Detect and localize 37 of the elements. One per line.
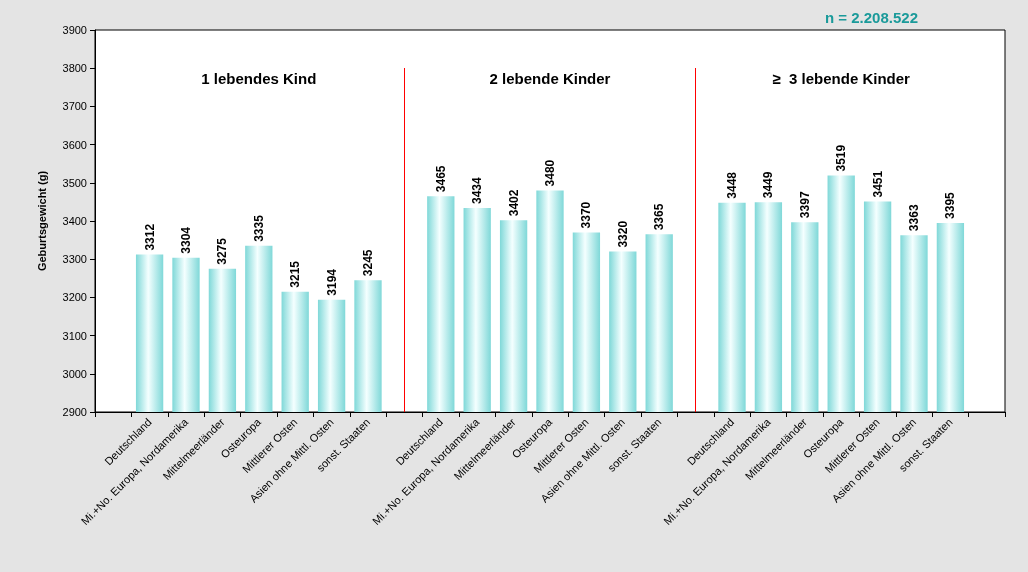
annotation: 1 lebendes Kind — [201, 69, 317, 87]
data-label: 3275 — [215, 237, 230, 265]
data-label: 3519 — [834, 144, 849, 172]
annotation: 2 lebende Kinder — [489, 69, 611, 87]
data-label: 3215 — [288, 260, 303, 288]
data-label: 3434 — [470, 176, 485, 205]
data-label: 3397 — [797, 191, 812, 219]
y-tick-label: 3600 — [62, 138, 87, 151]
data-label: 3335 — [251, 214, 266, 242]
y-tick-label: 3200 — [62, 291, 87, 304]
y-tick-label: 3700 — [62, 100, 87, 113]
y-tick-label: 3400 — [62, 215, 87, 227]
data-label: 3365 — [652, 203, 667, 231]
y-tick-label: 3000 — [62, 367, 87, 380]
data-label: 3402 — [506, 189, 521, 217]
data-label: 3449 — [761, 171, 776, 199]
data-label: 3304 — [179, 226, 193, 254]
data-label: 3363 — [907, 204, 921, 232]
y-tick-label: 3300 — [62, 253, 87, 266]
data-label: 3245 — [361, 249, 375, 277]
data-label: 3194 — [324, 268, 339, 296]
y-tick-label: 3900 — [62, 24, 87, 36]
y-tick-label: 3500 — [62, 176, 87, 189]
y-tick-label: 3800 — [62, 62, 87, 75]
data-label: 3480 — [543, 159, 557, 187]
data-label: 3370 — [579, 201, 594, 229]
annotation: ≥ 3 lebende Kinder — [772, 69, 911, 87]
y-tick-label: 3100 — [62, 329, 87, 342]
data-label: 3448 — [725, 171, 739, 199]
data-label: 3451 — [870, 170, 885, 198]
data-label: 3395 — [943, 191, 958, 219]
y-axis-title: Geburtsgewicht (g) — [35, 170, 48, 272]
data-label: 3320 — [615, 220, 630, 248]
data-label: 3312 — [142, 223, 157, 251]
text: n = 2.208.522 — [825, 9, 919, 26]
y-tick-label: 2900 — [62, 406, 87, 418]
data-label: 3465 — [433, 165, 448, 193]
